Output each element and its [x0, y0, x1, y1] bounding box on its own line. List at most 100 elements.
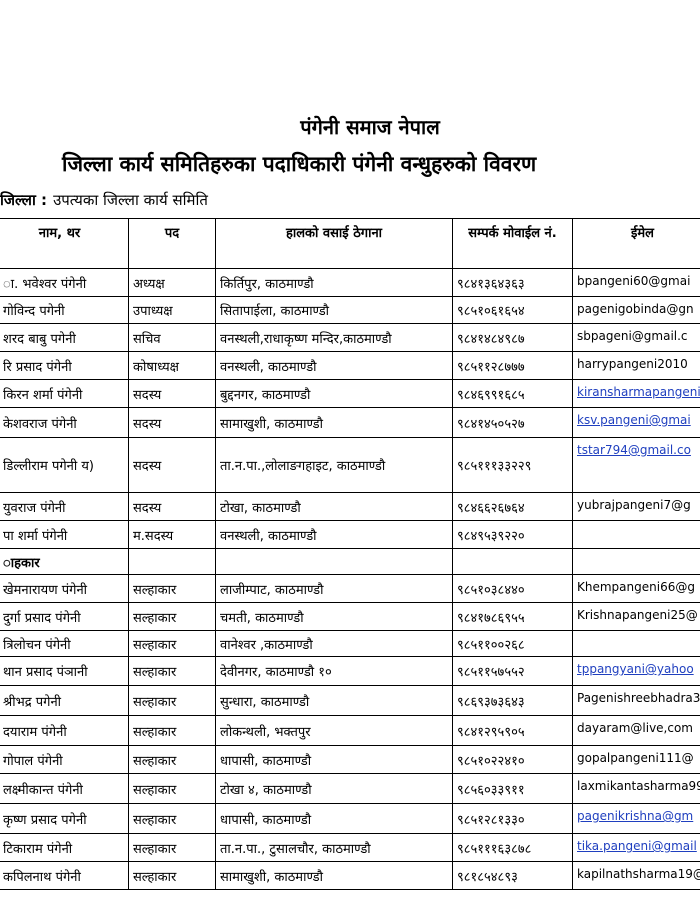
table-cell: [572, 630, 700, 657]
table-cell: डिल्लीराम पगेनी य): [0, 437, 129, 493]
table-cell: युवराज पंगेनी: [0, 492, 129, 521]
table-cell: वनस्थली, काठमाण्डौ: [215, 520, 453, 549]
table-cell: sbpageni@gmail.c: [572, 323, 700, 352]
table-cell: pagenigobinda@gn: [572, 296, 700, 324]
table-cell: सल्हाकार: [128, 630, 216, 657]
table-row: त्रिलोचन पंगेनी सल्हाकार वानेश्वर ,काठमाण्…: [0, 630, 700, 657]
table-cell: yubrajpangeni7@g: [572, 492, 700, 521]
table-cell: सल्हाकार: [128, 773, 216, 804]
table-cell: ९८५१०६१६५४: [452, 296, 573, 324]
table-cell: अध्यक्ष: [128, 268, 216, 297]
table-cell: सल्हाकार: [128, 574, 216, 603]
table-cell: tika.pangeni@gmail: [572, 833, 700, 862]
table-cell: सामाखुशी, काठमाण्डौ: [215, 407, 453, 438]
table-cell: Khempangeni66@g: [572, 574, 700, 603]
section-row: ाहकार: [0, 548, 700, 575]
table-cell: Krishnapangeni25@: [572, 602, 700, 631]
table-cell: सचिव: [128, 323, 216, 352]
table-cell: सल्हाकार: [128, 861, 216, 890]
table-row: कपिलनाथ पंगेनी सल्हाकार सामाखुशी, काठमाण्ड…: [0, 861, 700, 890]
table-cell: [572, 548, 700, 575]
table-cell: ९८४१७८६९५५: [452, 602, 573, 631]
table-cell: म.सदस्य: [128, 520, 216, 549]
table-cell: त्रिलोचन पंगेनी: [0, 630, 129, 657]
table-cell: ९८५१०३८४४०: [452, 574, 573, 603]
table-cell: थान प्रसाद पंञानी: [0, 656, 129, 686]
subtitle: जिल्ला कार्य समितिहरुका पदाधिकारी पंगेनी…: [62, 152, 537, 176]
table-cell: kiransharmapangeni: [572, 379, 700, 408]
header-row: नाम, थर पद हालको वसाई ठेगाना सम्पर्क मोवाईल…: [0, 218, 700, 269]
table-row: थान प्रसाद पंञानी सल्हाकार देवीनगर, काठमाण…: [0, 656, 700, 686]
table-cell: tstar794@gmail.co: [572, 437, 700, 493]
table-cell: [128, 548, 216, 575]
table-row: गोपाल पंगेनी सल्हाकार धापासी, काठमाण्डौ ९८५…: [0, 745, 700, 774]
table-cell: gopalpangeni111@: [572, 745, 700, 774]
table-cell: Pagenishreebhadra3: [572, 685, 700, 716]
table-cell: वनस्थली, काठमाण्डौ: [215, 351, 453, 380]
table-cell: ९८५१११६३८७८: [452, 833, 573, 862]
table-row: केशवराज पंगेनी सदस्य सामाखुशी, काठमाण्डौ ९८…: [0, 407, 700, 438]
table-cell: ९८४१४५०५२७: [452, 407, 573, 438]
table-cell: कृष्ण प्रसाद पगेनी: [0, 803, 129, 834]
table-cell: सल्हाकार: [128, 656, 216, 686]
table-cell: सदस्य: [128, 379, 216, 408]
district-label: जिल्ला :: [0, 191, 48, 209]
table-cell: शरद बाबु पगेनी: [0, 323, 129, 352]
table-cell: ९८४१२९५९०५: [452, 715, 573, 746]
table-row: ा. भवेश्वर पंगेनी अध्यक्ष किर्तिपुर, काठमा…: [0, 268, 700, 297]
table-row: कृष्ण प्रसाद पगेनी सल्हाकार धापासी, काठमाण…: [0, 803, 700, 834]
table-row: खेमनारायण पंगेनी सल्हाकार लाजीम्पाट, काठमा…: [0, 574, 700, 603]
table-cell: सदस्य: [128, 492, 216, 521]
table-cell: ९८१८५४८९३: [452, 861, 573, 890]
table-row: रि प्रसाद पंगेनी कोषाध्यक्ष वनस्थली, काठमा…: [0, 351, 700, 380]
table-cell: सदस्य: [128, 407, 216, 438]
table-cell: वानेश्वर ,काठमाण्डौ: [215, 630, 453, 657]
table-row: युवराज पंगेनी सदस्य टोखा, काठमाण्डौ ९८४६६२६…: [0, 492, 700, 521]
table-cell: tppangyani@yahoo: [572, 656, 700, 686]
table-cell: वनस्थली,राधाकृष्ण मन्दिर,काठमाण्डौ: [215, 323, 453, 352]
table-cell: सल्हाकार: [128, 715, 216, 746]
table-cell: ता.न.पा., टुसालचौर, काठमाण्डौ: [215, 833, 453, 862]
section-label: ाहकार: [0, 548, 129, 575]
table-cell: लोकन्थली, भक्तपुर: [215, 715, 453, 746]
table-cell: किर्तिपुर, काठमाण्डौ: [215, 268, 453, 297]
table-cell: सल्हाकार: [128, 745, 216, 774]
table-cell: ९८४६९९१६८५: [452, 379, 573, 408]
table-cell: सितापाईला, काठमाण्डौ: [215, 296, 453, 324]
table-cell: ९८५११००२६८: [452, 630, 573, 657]
table-row: शरद बाबु पगेनी सचिव वनस्थली,राधाकृष्ण मन्द…: [0, 323, 700, 352]
table-cell: [452, 548, 573, 575]
table-row: डिल्लीराम पगेनी य) सदस्य ता.न.पा.,लोलाङगहा…: [0, 437, 700, 493]
table-cell: उपाध्यक्ष: [128, 296, 216, 324]
district-value: उपत्यका जिल्ला कार्य समिति: [53, 191, 208, 209]
table-cell: दयाराम पंगेनी: [0, 715, 129, 746]
table-cell: टोखा, काठमाण्डौ: [215, 492, 453, 521]
table-cell: कपिलनाथ पंगेनी: [0, 861, 129, 890]
table-cell: ९८४१४८४९८७: [452, 323, 573, 352]
column-header: ईमेल: [572, 218, 700, 269]
table-cell: केशवराज पंगेनी: [0, 407, 129, 438]
table-cell: harrypangeni2010: [572, 351, 700, 380]
table-cell: bpangeni60@gmai: [572, 268, 700, 297]
table-cell: ९८५११२८७७७: [452, 351, 573, 380]
table-row: पा शर्मा पंगेनी म.सदस्य वनस्थली, काठमाण्डौ…: [0, 520, 700, 549]
table-cell: सल्हाकार: [128, 803, 216, 834]
table-cell: ९८५६०३३९११: [452, 773, 573, 804]
title: पंगेनी समाज नेपाल: [300, 115, 440, 139]
table-row: श्रीभद्र पगेनी सल्हाकार सुन्धारा, काठमाण्ड…: [0, 685, 700, 716]
column-header: सम्पर्क मोवाईल नं.: [452, 218, 573, 269]
table-cell: किरन शर्मा पंगेनी: [0, 379, 129, 408]
table-cell: kapilnathsharma19@: [572, 861, 700, 890]
table-cell: dayaram@live,com: [572, 715, 700, 746]
table-cell: टोखा ४, काठमाण्डौ: [215, 773, 453, 804]
table-cell: कोषाध्यक्ष: [128, 351, 216, 380]
table-row: दुर्गा प्रसाद पंगेनी सल्हाकार चमती, काठमाण…: [0, 602, 700, 631]
table-cell: ९८४६६२६७६४: [452, 492, 573, 521]
table-row: दयाराम पंगेनी सल्हाकार लोकन्थली, भक्तपुर ९८…: [0, 715, 700, 746]
table-cell: ९८५१०२२४१०: [452, 745, 573, 774]
table-row: टिकाराम पंगेनी सल्हाकार ता.न.पा., टुसालचौर…: [0, 833, 700, 862]
table-cell: ९८४९५३९२२०: [452, 520, 573, 549]
table-cell: पा शर्मा पंगेनी: [0, 520, 129, 549]
table-cell: ksv.pangeni@gmai: [572, 407, 700, 438]
